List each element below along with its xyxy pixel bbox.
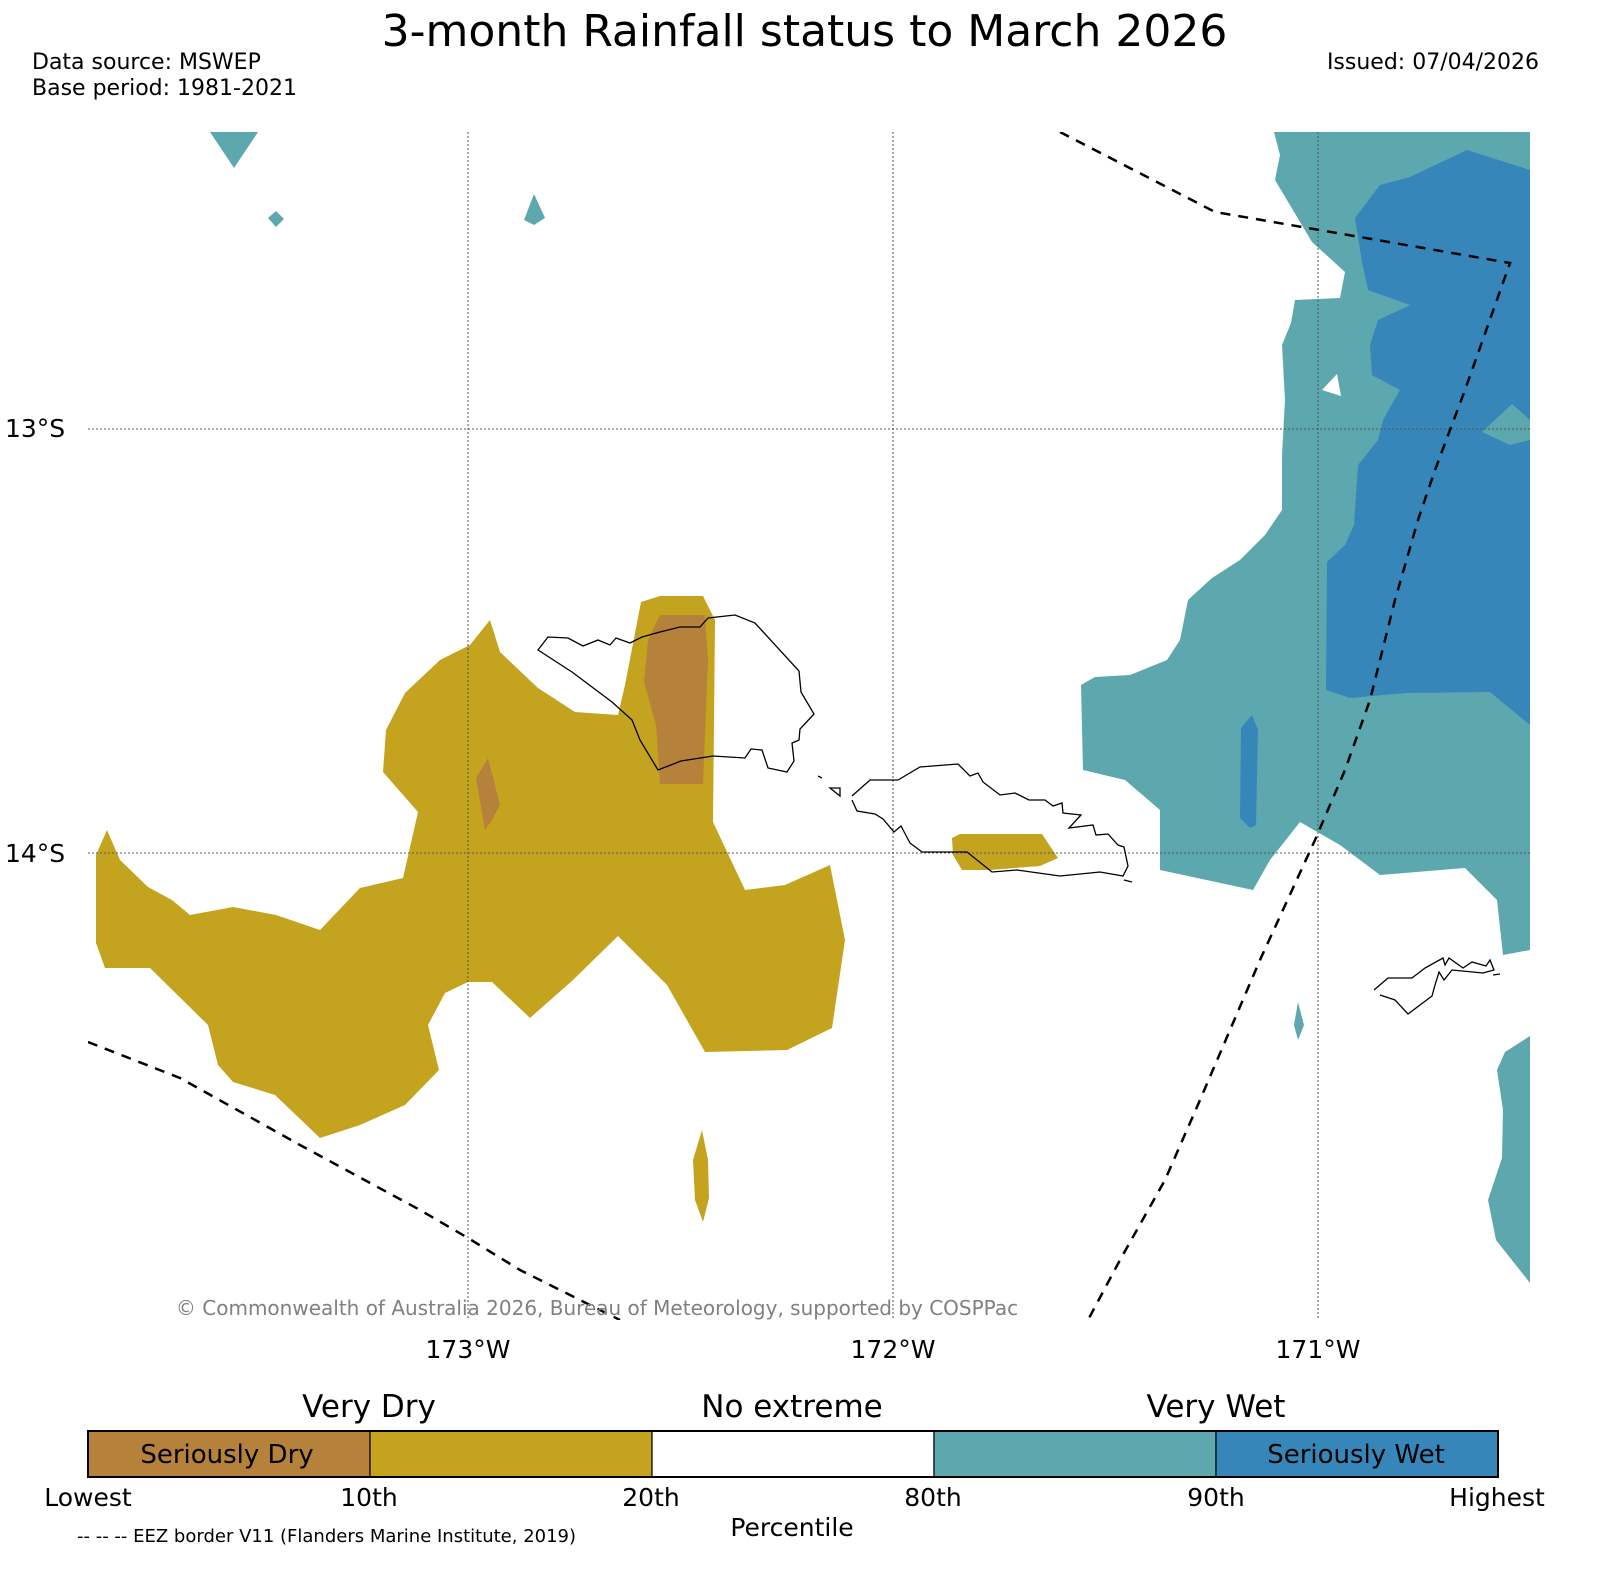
legend-group-no-extreme: No extreme [701, 1389, 882, 1425]
legend: Very Dry No extreme Very Wet Seriously D… [44, 1389, 1545, 1542]
legend-bin-very-dry [369, 1430, 653, 1478]
legend-tick-80th: 80th [904, 1483, 961, 1512]
base-period: Base period: 1981-2021 [32, 76, 297, 101]
map-title: 3-month Rainfall status to March 2026 [381, 6, 1228, 57]
legend-bin-label-seriously-wet: Seriously Wet [1267, 1440, 1445, 1470]
no-extreme-region [1322, 374, 1341, 396]
eez-border-note: -- -- -- EEZ border V11 (Flanders Marine… [77, 1526, 577, 1547]
legend-tick-10th: 10th [340, 1483, 397, 1512]
legend-bin-label-seriously-dry: Seriously Dry [140, 1440, 313, 1470]
island-upolu [851, 763, 1129, 877]
lon-label-171w: 171°W [1276, 1335, 1361, 1364]
data-source: Data source: MSWEP [32, 50, 261, 75]
lon-label-173w: 173°W [426, 1335, 511, 1364]
legend-axis-label: Percentile [730, 1513, 853, 1542]
copyright-notice: © Commonwealth of Australia 2026, Bureau… [176, 1296, 1018, 1320]
map-area [88, 132, 1530, 1320]
coastline [537, 614, 1501, 1015]
legend-bin-no-extreme [651, 1430, 935, 1478]
very-wet-region [1482, 404, 1530, 445]
island-tutuila [1373, 957, 1495, 1015]
legend-tick-90th: 90th [1187, 1483, 1244, 1512]
island-manono [828, 787, 841, 798]
legend-group-very-dry: Very Dry [302, 1389, 436, 1425]
legend-tick-highest: Highest [1449, 1483, 1545, 1512]
seriously-dry-region [476, 615, 708, 830]
legend-tick-lowest: Lowest [44, 1483, 132, 1512]
legend-tick-20th: 20th [622, 1483, 679, 1512]
lon-label-172w: 172°W [851, 1335, 936, 1364]
lat-label-13s: 13°S [5, 414, 65, 443]
legend-bin-very-wet [933, 1430, 1217, 1478]
issued-date: Issued: 07/04/2026 [1326, 50, 1539, 75]
lat-label-14s: 14°S [5, 839, 65, 868]
graticule [88, 132, 1530, 1320]
very-dry-region [96, 596, 1058, 1222]
legend-group-very-wet: Very Wet [1147, 1389, 1286, 1425]
seriously-wet-region [1240, 150, 1530, 828]
eez-border [88, 132, 1512, 1320]
island-savaii [537, 614, 815, 773]
